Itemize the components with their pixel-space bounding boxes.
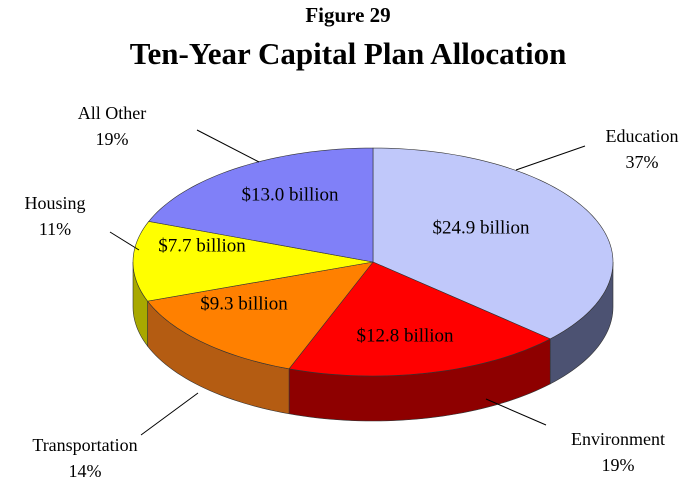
- chart-title: Ten-Year Capital Plan Allocation: [130, 36, 567, 71]
- percent-label: 19%: [602, 455, 635, 475]
- value-label: $24.9 billion: [432, 217, 530, 238]
- slice: [132, 221, 374, 302]
- value-label: $13.0 billion: [241, 184, 339, 205]
- chart-subtitle: Figure 29: [305, 3, 390, 27]
- category-label: Transportation: [32, 435, 137, 455]
- slice: [148, 147, 374, 263]
- leader-line: [515, 145, 586, 171]
- leader-line: [485, 398, 547, 426]
- value-label: $9.3 billion: [200, 293, 288, 314]
- category-label: All Other: [78, 103, 146, 123]
- value-label: $7.7 billion: [158, 235, 246, 256]
- percent-label: 14%: [69, 461, 102, 481]
- category-label: Environment: [571, 429, 665, 449]
- leader-line: [109, 231, 140, 251]
- value-label: $12.8 billion: [356, 325, 454, 346]
- category-label: Education: [606, 126, 679, 146]
- category-label: Housing: [24, 193, 85, 213]
- slice: [288, 261, 551, 377]
- slice: [372, 147, 614, 340]
- slice: [147, 261, 374, 370]
- percent-label: 37%: [626, 152, 659, 172]
- percent-label: 19%: [96, 129, 129, 149]
- leader-line: [196, 129, 260, 163]
- leader-line: [140, 392, 199, 436]
- percent-label: 11%: [39, 219, 71, 239]
